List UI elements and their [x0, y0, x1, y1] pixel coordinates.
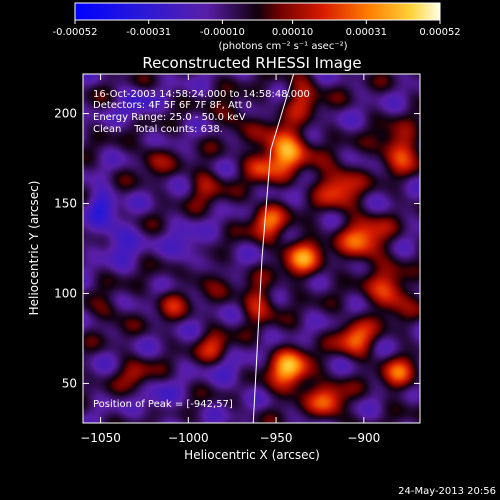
y-tick-label: 100: [54, 286, 77, 300]
colorbar-tick-label: -0.00010: [200, 27, 245, 38]
y-tick-label: 200: [54, 107, 77, 121]
annotation-detectors: Detectors: 4F 5F 6F 7F 8F, Att 0: [93, 100, 252, 111]
x-tick-label: −950: [260, 431, 293, 445]
colorbar-tick-label: 0.00010: [272, 27, 313, 38]
annotation-energy-range: Energy Range: 25.0 - 50.0 keV: [93, 112, 246, 123]
colorbar-tick-label: 0.00052: [419, 27, 460, 38]
annotation-clean-counts: Clean Total counts: 638.: [93, 124, 223, 135]
solar-limb-line: [252, 74, 295, 423]
heatmap-image: [83, 74, 420, 423]
colorbar: [74, 2, 441, 21]
colorbar-label: (photons cm⁻² s⁻¹ asec⁻²): [218, 41, 347, 52]
x-tick-label: −900: [347, 431, 380, 445]
chart-title: Reconstructed RHESSI Image: [142, 54, 361, 72]
footer-date: 24-May-2013 20:56: [398, 486, 496, 497]
x-axis-label: Heliocentric X (arcsec): [184, 448, 320, 462]
y-tick-label: 150: [54, 197, 77, 211]
axis-ticks: −1050 −1000 −950 −900 50 100 150 200: [54, 74, 420, 445]
colorbar-tick-label: -0.00031: [126, 27, 171, 38]
peak-position-label: Position of Peak = [-942,57]: [93, 399, 233, 410]
plot-frame: [82, 73, 421, 424]
x-tick-label: −1050: [80, 431, 121, 445]
colorbar-tick-label: -0.00052: [53, 27, 98, 38]
annotation-time-range: 16-Oct-2003 14:58:24.000 to 14:58:48.000: [93, 89, 310, 100]
colorbar-tick-label: 0.00031: [346, 27, 387, 38]
y-tick-label: 50: [62, 376, 77, 390]
y-axis-label: Heliocentric Y (arcsec): [27, 181, 41, 316]
x-tick-label: −1000: [168, 431, 209, 445]
colorbar-ticks: -0.00052 -0.00031 -0.00010 0.00010 0.00031 0.…: [53, 20, 461, 38]
